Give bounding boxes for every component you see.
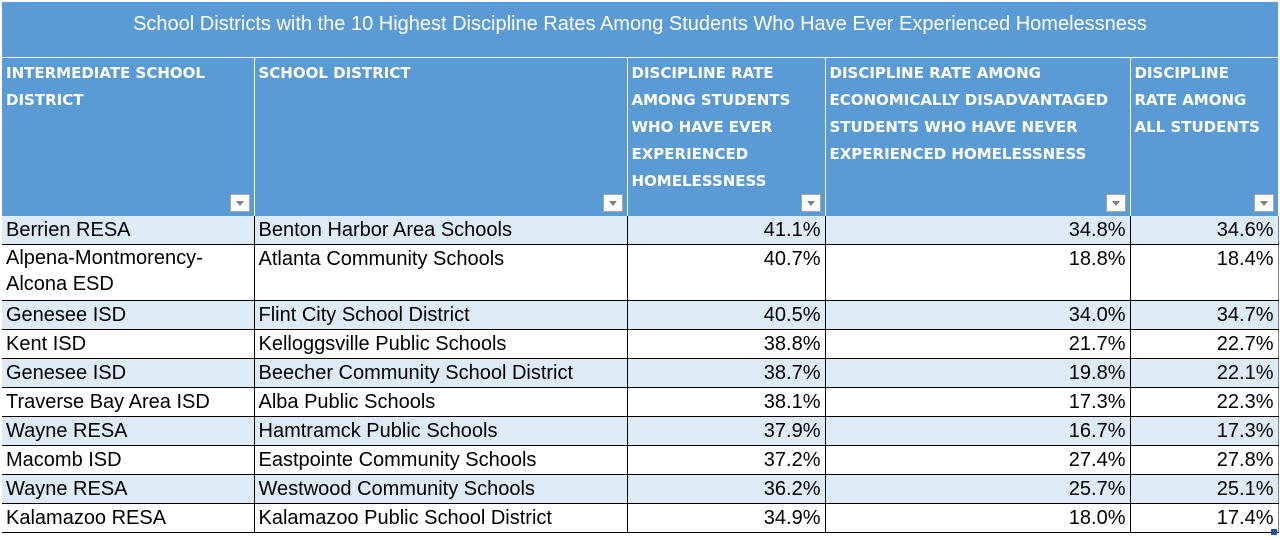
cell-rate-homeless[interactable]: 40.7%: [627, 244, 826, 301]
column-header-school-district: SCHOOL DISTRICT: [254, 58, 628, 216]
dropdown-filter-icon: [235, 200, 244, 206]
cell-school-district[interactable]: Kelloggsville Public Schools: [254, 329, 628, 359]
filter-dropdown-button[interactable]: [1254, 194, 1274, 212]
cell-rate-homeless[interactable]: 37.9%: [627, 416, 826, 446]
cell-school-district[interactable]: Benton Harbor Area Schools: [254, 216, 628, 245]
cell-rate-econ[interactable]: 34.8%: [825, 216, 1131, 245]
column-header-label: DISCIPLINE RATE AMONG STUDENTS WHO HAVE …: [631, 64, 791, 190]
cell-school-district[interactable]: Atlanta Community Schools: [254, 244, 628, 301]
table-title: School Districts with the 10 Highest Dis…: [2, 2, 1278, 58]
cell-isd[interactable]: Traverse Bay Area ISD: [2, 387, 255, 417]
cell-isd[interactable]: Kalamazoo RESA: [2, 503, 255, 533]
cell-rate-econ[interactable]: 18.0%: [825, 503, 1131, 533]
header-row: INTERMEDIATE SCHOOL DISTRICT SCHOOL DIST…: [2, 58, 1278, 216]
cell-isd[interactable]: Macomb ISD: [2, 445, 255, 475]
cell-rate-all[interactable]: 25.1%: [1130, 474, 1279, 504]
cell-rate-all[interactable]: 17.3%: [1130, 416, 1279, 446]
cell-rate-all[interactable]: 22.3%: [1130, 387, 1279, 417]
cell-rate-econ[interactable]: 19.8%: [825, 358, 1131, 388]
cell-rate-all[interactable]: 27.8%: [1130, 445, 1279, 475]
table-row: Traverse Bay Area ISD Alba Public School…: [2, 387, 1279, 417]
cell-rate-econ[interactable]: 21.7%: [825, 329, 1131, 359]
cell-isd[interactable]: Wayne RESA: [2, 416, 255, 446]
cell-rate-all[interactable]: 34.7%: [1130, 300, 1279, 330]
cell-rate-homeless[interactable]: 36.2%: [627, 474, 826, 504]
cell-rate-homeless[interactable]: 34.9%: [627, 503, 826, 533]
column-header-label: INTERMEDIATE SCHOOL DISTRICT: [6, 64, 205, 109]
cell-rate-homeless[interactable]: 38.7%: [627, 358, 826, 388]
cell-rate-all[interactable]: 22.1%: [1130, 358, 1279, 388]
cell-rate-all[interactable]: 17.4%: [1130, 503, 1279, 533]
cell-rate-homeless[interactable]: 38.8%: [627, 329, 826, 359]
cell-rate-econ[interactable]: 27.4%: [825, 445, 1131, 475]
cell-school-district[interactable]: Flint City School District: [254, 300, 628, 330]
filter-dropdown-button[interactable]: [1105, 194, 1126, 212]
table-row: Kent ISD Kelloggsville Public Schools 38…: [2, 329, 1279, 359]
cell-rate-econ[interactable]: 25.7%: [825, 474, 1131, 504]
cell-rate-econ[interactable]: 34.0%: [825, 300, 1131, 330]
column-header-rate-econ-disadvantaged: DISCIPLINE RATE AMONG ECONOMICALLY DISAD…: [825, 58, 1131, 216]
cell-school-district[interactable]: Westwood Community Schools: [254, 474, 628, 504]
column-header-isd: INTERMEDIATE SCHOOL DISTRICT: [2, 58, 255, 216]
cell-isd[interactable]: Kent ISD: [2, 329, 255, 359]
filter-dropdown-button[interactable]: [229, 194, 250, 212]
table-row: Alpena-Montmorency-Alcona ESD Atlanta Co…: [2, 244, 1279, 301]
table-row: Genesee ISD Flint City School District 4…: [2, 300, 1279, 330]
cell-isd[interactable]: Berrien RESA: [2, 216, 255, 245]
cell-rate-econ[interactable]: 16.7%: [825, 416, 1131, 446]
dropdown-filter-icon: [1260, 200, 1268, 206]
cell-isd[interactable]: Genesee ISD: [2, 300, 255, 330]
cell-school-district[interactable]: Kalamazoo Public School District: [254, 503, 628, 533]
cell-rate-econ[interactable]: 17.3%: [825, 387, 1131, 417]
column-header-label: DISCIPLINE RATE AMONG ALL STUDENTS: [1134, 64, 1260, 136]
cell-isd[interactable]: Alpena-Montmorency-Alcona ESD: [2, 244, 255, 301]
cell-rate-all[interactable]: 18.4%: [1130, 244, 1279, 301]
column-header-label: SCHOOL DISTRICT: [258, 64, 411, 82]
table-row: Berrien RESA Benton Harbor Area Schools …: [2, 216, 1279, 245]
cell-isd[interactable]: Wayne RESA: [2, 474, 255, 504]
cell-rate-homeless[interactable]: 41.1%: [627, 216, 826, 245]
cell-rate-homeless[interactable]: 40.5%: [627, 300, 826, 330]
column-header-rate-homeless: DISCIPLINE RATE AMONG STUDENTS WHO HAVE …: [627, 58, 826, 216]
filter-dropdown-button[interactable]: [800, 194, 821, 212]
table-row: Macomb ISD Eastpointe Community Schools …: [2, 445, 1279, 475]
cell-school-district[interactable]: Hamtramck Public Schools: [254, 416, 628, 446]
cell-rate-homeless[interactable]: 38.1%: [627, 387, 826, 417]
dropdown-filter-icon: [608, 200, 617, 206]
column-header-label: DISCIPLINE RATE AMONG ECONOMICALLY DISAD…: [829, 64, 1109, 163]
data-table: INTERMEDIATE SCHOOL DISTRICT SCHOOL DIST…: [2, 58, 1279, 533]
dropdown-filter-icon: [1111, 200, 1120, 206]
cell-rate-homeless[interactable]: 37.2%: [627, 445, 826, 475]
table-row: Genesee ISD Beecher Community School Dis…: [2, 358, 1279, 388]
cell-rate-all[interactable]: 22.7%: [1130, 329, 1279, 359]
cell-school-district[interactable]: Eastpointe Community Schools: [254, 445, 628, 475]
cell-isd[interactable]: Genesee ISD: [2, 358, 255, 388]
cell-rate-econ[interactable]: 18.8%: [825, 244, 1131, 301]
table-row: Wayne RESA Hamtramck Public Schools 37.9…: [2, 416, 1279, 446]
cell-school-district[interactable]: Beecher Community School District: [254, 358, 628, 388]
cell-rate-all[interactable]: 34.6%: [1130, 216, 1279, 245]
cell-school-district[interactable]: Alba Public Schools: [254, 387, 628, 417]
dropdown-filter-icon: [806, 200, 815, 206]
filter-dropdown-button[interactable]: [602, 194, 623, 212]
column-header-rate-all: DISCIPLINE RATE AMONG ALL STUDENTS: [1130, 58, 1278, 216]
table-row: Wayne RESA Westwood Community Schools 36…: [2, 474, 1279, 504]
table-resize-handle[interactable]: [1271, 529, 1277, 535]
table-row: Kalamazoo RESA Kalamazoo Public School D…: [2, 503, 1279, 533]
